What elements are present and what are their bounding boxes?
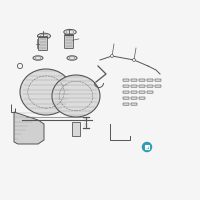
Ellipse shape [20,69,72,115]
FancyBboxPatch shape [155,85,161,87]
FancyBboxPatch shape [123,103,129,105]
Ellipse shape [38,33,50,39]
FancyBboxPatch shape [139,79,145,81]
FancyBboxPatch shape [39,36,47,51]
Ellipse shape [64,29,76,35]
Circle shape [111,55,113,57]
Polygon shape [72,122,80,136]
FancyBboxPatch shape [123,85,129,87]
FancyBboxPatch shape [65,34,73,49]
FancyBboxPatch shape [131,103,137,105]
FancyBboxPatch shape [139,97,145,99]
FancyBboxPatch shape [131,79,137,81]
Circle shape [146,146,148,148]
Circle shape [133,59,135,61]
Circle shape [143,143,151,151]
FancyBboxPatch shape [147,91,153,93]
Ellipse shape [33,56,43,60]
FancyBboxPatch shape [123,97,129,99]
FancyBboxPatch shape [131,91,137,93]
FancyBboxPatch shape [139,85,145,87]
Ellipse shape [52,75,100,117]
FancyBboxPatch shape [131,85,137,87]
Ellipse shape [67,56,77,60]
FancyBboxPatch shape [147,79,153,81]
FancyBboxPatch shape [123,79,129,81]
FancyBboxPatch shape [155,79,161,81]
FancyBboxPatch shape [139,91,145,93]
Polygon shape [14,112,44,144]
FancyBboxPatch shape [123,91,129,93]
FancyBboxPatch shape [145,145,149,149]
FancyBboxPatch shape [147,85,153,87]
FancyBboxPatch shape [131,97,137,99]
